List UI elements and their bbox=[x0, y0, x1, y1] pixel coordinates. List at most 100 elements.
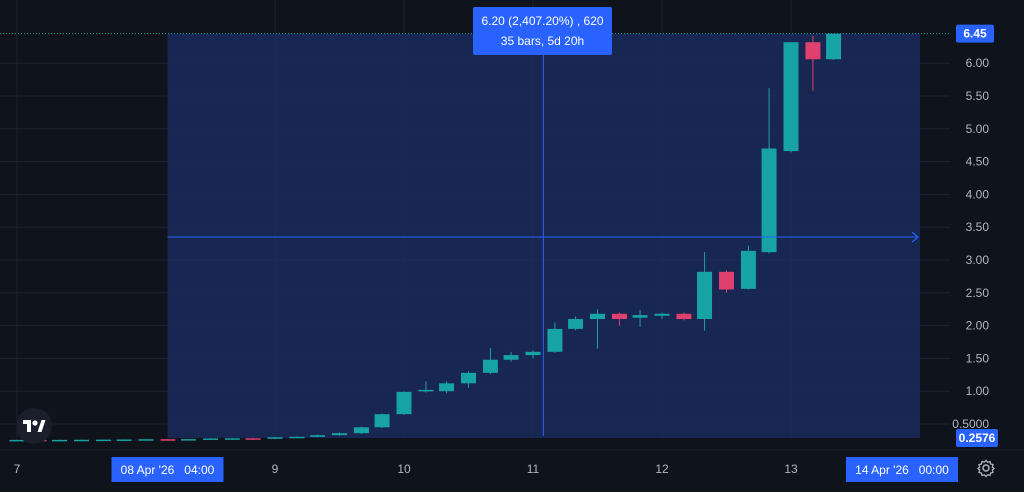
measure-arrowhead-icon bbox=[911, 231, 919, 243]
candle[interactable] bbox=[289, 436, 305, 439]
candle[interactable] bbox=[353, 426, 369, 434]
time-tick-label: 7 bbox=[14, 462, 21, 476]
candle[interactable] bbox=[374, 413, 390, 428]
candle[interactable] bbox=[805, 35, 821, 91]
candle[interactable] bbox=[332, 432, 347, 436]
candle[interactable] bbox=[611, 312, 627, 326]
candle-body bbox=[590, 313, 605, 320]
candle-body bbox=[116, 439, 132, 441]
candle[interactable] bbox=[116, 439, 132, 441]
candle[interactable] bbox=[719, 270, 734, 293]
price-tick-label: 6.00 bbox=[966, 56, 990, 70]
settings-gear-icon[interactable] bbox=[976, 458, 996, 478]
candle-body bbox=[418, 389, 434, 392]
candle[interactable] bbox=[138, 439, 154, 441]
tradingview-logo-icon[interactable] bbox=[16, 408, 52, 444]
price-tick-label: 2.50 bbox=[966, 286, 990, 300]
price-tick-label: 4.50 bbox=[966, 155, 990, 169]
candle-body bbox=[9, 439, 25, 442]
candle[interactable] bbox=[826, 33, 842, 60]
candle-body bbox=[332, 433, 347, 436]
time-tick-label: 10 bbox=[397, 462, 411, 476]
candle-body bbox=[783, 42, 799, 152]
candle-body bbox=[482, 359, 498, 373]
candle[interactable] bbox=[245, 438, 261, 440]
candle-body bbox=[525, 351, 541, 356]
price-tick-label: 5.00 bbox=[966, 122, 990, 136]
time-axis[interactable]: 7 9 10 11 12 13 08 Apr '26 04:00 14 Apr '26 00:… bbox=[0, 449, 1024, 492]
candle-body bbox=[181, 439, 197, 441]
candle-body bbox=[310, 435, 326, 437]
candle-body bbox=[289, 436, 305, 439]
price-tick-label: 4.00 bbox=[966, 187, 990, 201]
range-end-label: 14 Apr '26 00:00 bbox=[855, 463, 949, 477]
candle[interactable] bbox=[396, 391, 412, 415]
price-axis[interactable]: 6.00 5.50 5.00 4.50 4.00 3.50 3.00 2.50 2.00 1.50… bbox=[950, 0, 1024, 450]
candle[interactable] bbox=[52, 439, 68, 442]
candle[interactable] bbox=[654, 312, 670, 320]
candle-body bbox=[805, 42, 821, 60]
candle-body bbox=[761, 148, 777, 253]
candle[interactable] bbox=[461, 371, 476, 388]
candle[interactable] bbox=[203, 438, 218, 440]
candle-body bbox=[461, 372, 476, 384]
candle-body bbox=[503, 355, 519, 360]
candle-body bbox=[52, 439, 68, 442]
base-price-badge-text: 0.2576 bbox=[959, 431, 996, 445]
candle[interactable] bbox=[783, 42, 799, 153]
candle-body bbox=[632, 315, 648, 318]
price-tick-label: 0.5000 bbox=[952, 417, 989, 431]
candle-body bbox=[740, 250, 756, 289]
candle-body bbox=[568, 319, 584, 329]
measure-change-text: 6.20 (2,407.20%) , 620 bbox=[481, 14, 604, 28]
candle[interactable] bbox=[525, 350, 541, 359]
measure-bars-text: 35 bars, 5d 20h bbox=[500, 34, 585, 48]
candle[interactable] bbox=[697, 252, 713, 331]
time-tick-label: 9 bbox=[272, 462, 279, 476]
candle[interactable] bbox=[9, 439, 25, 442]
candle[interactable] bbox=[95, 439, 111, 442]
candle[interactable] bbox=[439, 381, 455, 394]
candle-body bbox=[245, 438, 261, 440]
candle[interactable] bbox=[740, 245, 756, 290]
candle-body bbox=[138, 439, 154, 441]
candle[interactable] bbox=[310, 434, 326, 438]
candle-body bbox=[547, 328, 563, 352]
measure-tooltip: 6.20 (2,407.20%) , 620 35 bars, 5d 20h bbox=[473, 7, 612, 55]
candle[interactable] bbox=[482, 347, 498, 375]
candle[interactable] bbox=[160, 439, 176, 441]
price-tick-label: 1.50 bbox=[966, 351, 990, 365]
last-price-badge bbox=[956, 24, 994, 43]
time-tick-label: 11 bbox=[527, 462, 540, 476]
candle[interactable] bbox=[224, 438, 240, 440]
candle-body bbox=[74, 439, 89, 442]
price-tick-label: 1.00 bbox=[966, 384, 990, 398]
price-tick-label: 2.00 bbox=[966, 319, 990, 333]
candle-body bbox=[719, 271, 734, 290]
price-axis-bg bbox=[950, 0, 1024, 450]
candle[interactable] bbox=[503, 351, 519, 362]
candle[interactable] bbox=[267, 437, 283, 440]
candle[interactable] bbox=[590, 309, 605, 349]
price-tick-label: 3.50 bbox=[966, 220, 990, 234]
last-price-badge-text: 6.45 bbox=[963, 27, 987, 41]
candle[interactable] bbox=[676, 312, 692, 321]
candle[interactable] bbox=[761, 88, 777, 254]
candle[interactable] bbox=[568, 316, 584, 331]
candle[interactable] bbox=[547, 322, 563, 354]
candle[interactable] bbox=[418, 381, 434, 393]
range-end-badge bbox=[846, 457, 958, 482]
base-price-badge bbox=[956, 429, 998, 447]
candle[interactable] bbox=[181, 438, 197, 441]
candle-body bbox=[95, 439, 111, 442]
candle-body bbox=[267, 437, 283, 439]
candle-body bbox=[203, 438, 218, 440]
candle-body bbox=[439, 383, 455, 392]
candle[interactable] bbox=[632, 309, 648, 327]
candles[interactable] bbox=[9, 33, 842, 442]
candle-body bbox=[160, 439, 176, 441]
candle[interactable] bbox=[74, 439, 89, 442]
candle-body bbox=[826, 33, 842, 60]
